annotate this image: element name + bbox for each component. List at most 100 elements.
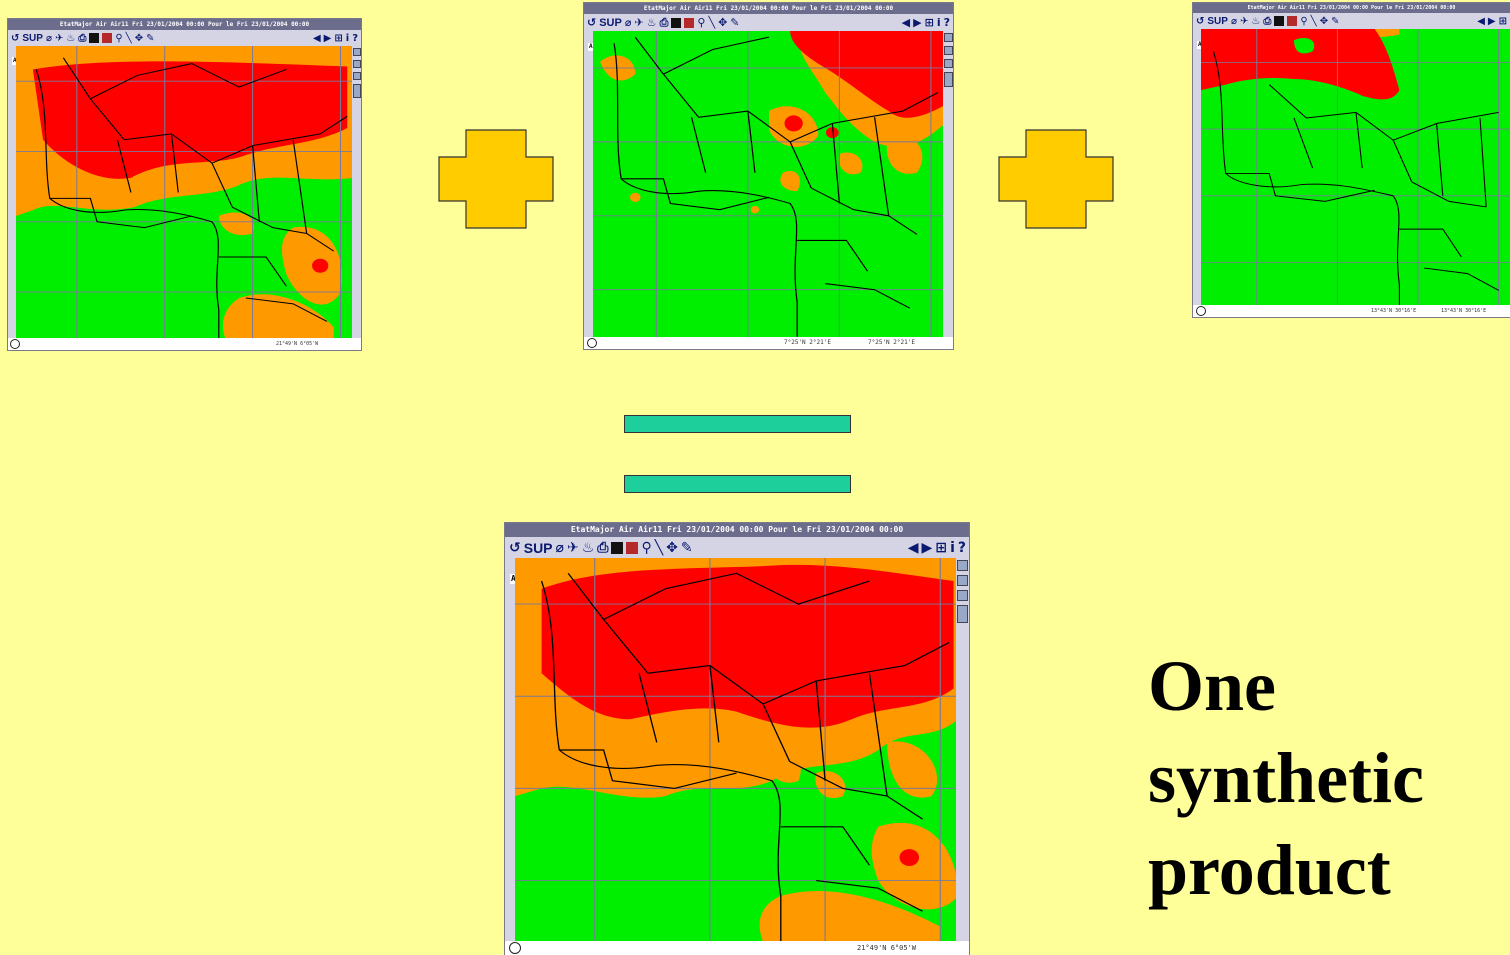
fire-icon[interactable]: ♨ (66, 32, 76, 44)
save-icon[interactable] (671, 17, 682, 28)
zoom-out-button[interactable] (943, 46, 953, 55)
map-window-1: EtatMajor Air Air11 Fri 23/01/2004 00:00… (7, 18, 362, 351)
info-icon[interactable]: i (950, 539, 955, 556)
sup-button[interactable]: SUP (599, 16, 622, 29)
undo-icon[interactable]: ↺ (11, 32, 20, 44)
pen-icon[interactable]: ✎ (1331, 15, 1340, 27)
palette-icon[interactable] (684, 17, 695, 28)
airplane-icon[interactable]: ✈ (1239, 15, 1249, 27)
prev-icon[interactable]: ◀ (1477, 15, 1485, 27)
prev-icon[interactable]: ◀ (901, 16, 911, 29)
palette-icon[interactable] (102, 33, 113, 43)
palette-icon[interactable] (1287, 16, 1298, 26)
toolbar: ↺ SUP ⌀ ✈ ♨ ⎙ ⚲ ╲ ✥ ✎ ◀ ▶ ⊞ i ? (505, 537, 969, 558)
status-bar: 21°49'N 6°05'W (8, 338, 361, 350)
printer-icon[interactable]: ⎙ (78, 32, 87, 44)
zoom-level-icon[interactable]: ⊞ (334, 32, 343, 44)
map-view[interactable] (593, 31, 945, 339)
zoom-icon[interactable]: ⚲ (697, 16, 706, 29)
figure-icon[interactable] (957, 605, 968, 623)
help-icon[interactable]: ? (943, 16, 950, 29)
printer-icon[interactable]: ⎙ (1263, 15, 1272, 27)
coord-readout-b: 13°43'N 30°16'E (1441, 308, 1487, 314)
zoom-in-button[interactable] (957, 560, 968, 571)
move-icon[interactable]: ✥ (134, 32, 144, 44)
move-icon[interactable]: ✥ (666, 539, 678, 556)
next-icon[interactable]: ▶ (1487, 15, 1496, 27)
figure-icon[interactable] (943, 72, 953, 87)
coord-readout-b: 7°25'N 2°21'E (868, 339, 915, 346)
palette-icon[interactable] (626, 541, 639, 554)
brush-icon[interactable]: ⌀ (45, 32, 52, 44)
next-icon[interactable]: ▶ (323, 32, 332, 44)
fire-icon[interactable]: ♨ (646, 16, 657, 29)
brush-icon[interactable]: ⌀ (1230, 15, 1237, 27)
info-icon[interactable]: i (345, 32, 350, 44)
help-icon[interactable]: ? (957, 539, 966, 556)
printer-icon[interactable]: ⎙ (659, 15, 669, 29)
brush-icon[interactable]: ⌀ (624, 16, 632, 29)
coord-readout-a: 7°25'N 2°21'E (784, 339, 831, 346)
figure-icon[interactable] (352, 84, 361, 98)
zoom-out-button[interactable] (352, 60, 361, 68)
move-icon[interactable]: ✥ (718, 16, 728, 29)
coord-readout-a: 13°43'N 30°16'E (1371, 308, 1417, 314)
map-view[interactable] (515, 558, 958, 942)
reset-icon[interactable] (509, 942, 521, 954)
airplane-icon[interactable]: ✈ (634, 16, 644, 29)
pen-icon[interactable]: ✎ (146, 32, 155, 44)
reset-icon[interactable] (587, 338, 597, 348)
zoom-icon[interactable]: ⚲ (115, 32, 123, 44)
zoom-in-button[interactable] (352, 48, 361, 56)
zoom-icon[interactable]: ⚲ (1300, 15, 1308, 27)
brush-icon[interactable]: ⌀ (555, 539, 564, 556)
left-toolstrip (584, 31, 593, 337)
undo-icon[interactable]: ↺ (1196, 15, 1205, 27)
sup-button[interactable]: SUP (1207, 15, 1228, 27)
zoom-level-icon[interactable]: ⊞ (1498, 15, 1507, 27)
fire-icon[interactable]: ♨ (1251, 15, 1261, 27)
pen-icon[interactable]: ✎ (680, 539, 693, 556)
airplane-icon[interactable]: ✈ (54, 32, 64, 44)
next-icon[interactable]: ▶ (913, 16, 922, 29)
window-title: EtatMajor Air Air11 Fri 23/01/2004 00:00… (584, 3, 953, 14)
prev-icon[interactable]: ◀ (312, 32, 321, 44)
caption-line-3: product (1148, 830, 1391, 910)
line-icon[interactable]: ╲ (1310, 15, 1317, 27)
reset-icon[interactable] (1196, 306, 1206, 316)
caption-line-2: synthetic (1148, 738, 1424, 818)
toolbar: ↺ SUP ⌀ ✈ ♨ ⎙ ⚲ ╲ ✥ ✎ ◀ ▶ ⊞ (1193, 13, 1510, 29)
airplane-icon[interactable]: ✈ (566, 539, 579, 556)
zoom-in-button[interactable] (943, 33, 953, 42)
printer-icon[interactable]: ⎙ (597, 539, 609, 556)
reset-icon[interactable] (10, 339, 20, 349)
save-icon[interactable] (611, 541, 624, 554)
help-icon[interactable]: ? (352, 32, 358, 44)
zoom-level-icon[interactable]: ⊞ (924, 16, 934, 29)
coord-readout-b: 21°49'N 6°05'W (857, 944, 917, 952)
undo-icon[interactable]: ↺ (587, 16, 597, 29)
next-icon[interactable]: ▶ (921, 539, 933, 556)
fire-icon[interactable]: ♨ (581, 539, 595, 556)
zoom-level-icon[interactable]: ⊞ (935, 539, 948, 556)
prev-icon[interactable]: ◀ (907, 539, 919, 556)
undo-icon[interactable]: ↺ (509, 539, 521, 556)
sup-button[interactable]: SUP (22, 32, 43, 44)
zoom-out-button[interactable] (957, 575, 968, 586)
sup-button[interactable]: SUP (523, 539, 553, 556)
map-view[interactable] (16, 46, 354, 339)
layer-button[interactable] (957, 590, 968, 601)
zoom-icon[interactable]: ⚲ (641, 539, 652, 556)
move-icon[interactable]: ✥ (1319, 15, 1329, 27)
layer-button[interactable] (352, 72, 361, 80)
toolbar: ↺ SUP ⌀ ✈ ♨ ⎙ ⚲ ╲ ✥ ✎ ◀ ▶ ⊞ i ? (584, 14, 953, 31)
pen-icon[interactable]: ✎ (730, 16, 740, 29)
save-icon[interactable] (89, 33, 100, 43)
line-icon[interactable]: ╲ (708, 16, 716, 29)
info-icon[interactable]: i (936, 16, 941, 29)
map-view[interactable] (1201, 29, 1510, 307)
layer-button[interactable] (943, 59, 953, 68)
line-icon[interactable]: ╲ (125, 32, 132, 44)
save-icon[interactable] (1274, 16, 1285, 26)
line-icon[interactable]: ╲ (654, 539, 664, 556)
